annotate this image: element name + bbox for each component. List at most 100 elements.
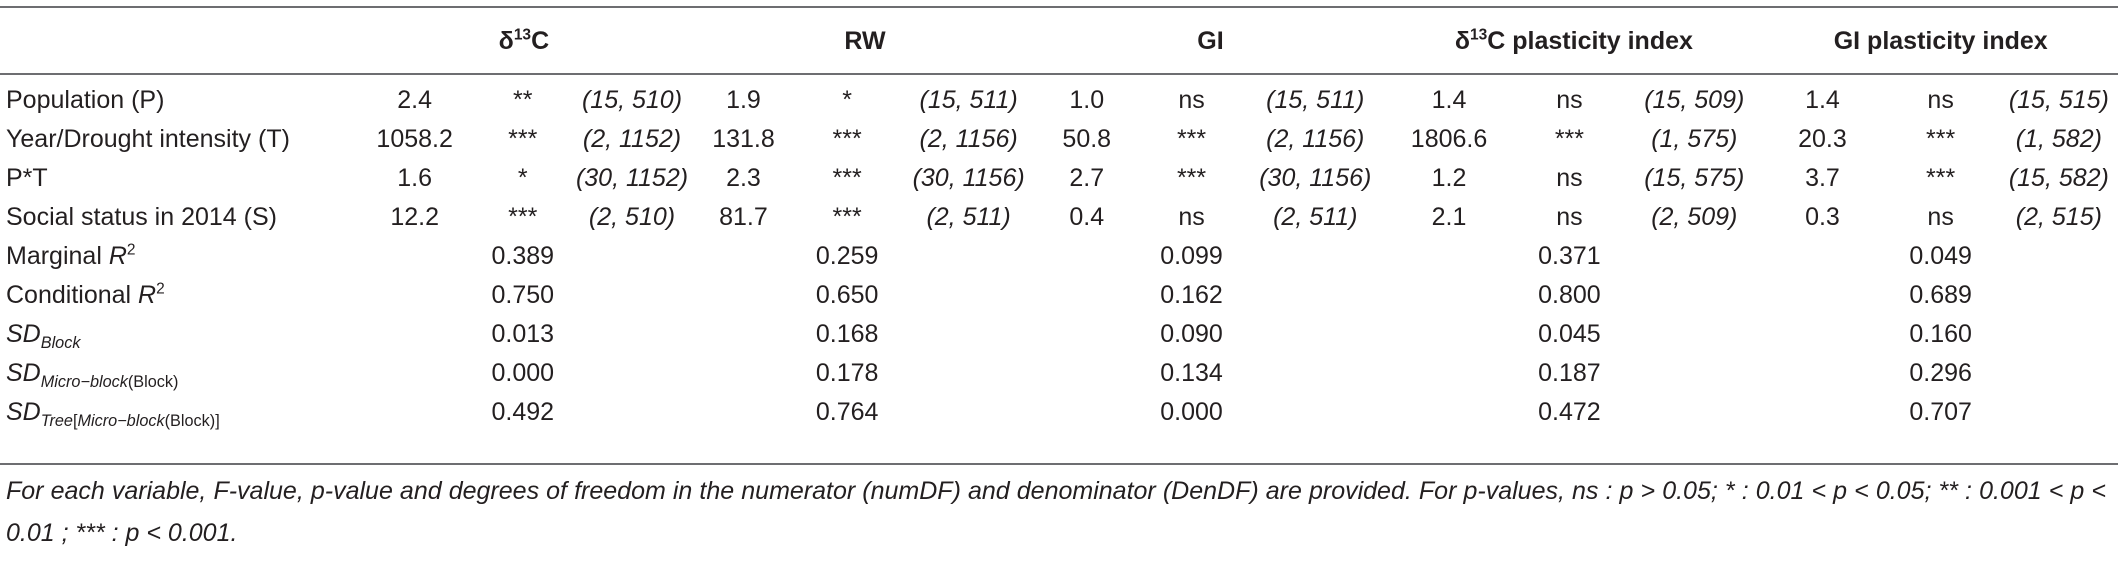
table-row: Population (P) 2.4 ** (15, 510) 1.9 * (1… bbox=[0, 73, 2118, 120]
header-rw: RW bbox=[844, 26, 886, 55]
p-value: *** bbox=[1176, 164, 1207, 192]
df-value: (15, 510) bbox=[581, 86, 683, 114]
row-label: P*T bbox=[6, 164, 48, 192]
header-gi: GI bbox=[1197, 26, 1224, 55]
df-value: (2, 1156) bbox=[1266, 125, 1365, 153]
f-value: 2.1 bbox=[1431, 203, 1467, 231]
p-value: ns bbox=[1178, 86, 1205, 114]
summary-value: 0.000 bbox=[491, 359, 555, 387]
f-value: 1.9 bbox=[726, 86, 761, 114]
row-label: SDBlock bbox=[6, 320, 81, 352]
summary-value: 0.000 bbox=[1160, 398, 1223, 426]
table-row: Year/Drought intensity (T) 1058.2 *** (2… bbox=[0, 120, 2118, 159]
f-value: 1.6 bbox=[397, 164, 433, 192]
summary-value: 0.764 bbox=[815, 398, 879, 426]
summary-value: 0.296 bbox=[1909, 359, 1972, 387]
df-value: (15, 515) bbox=[2008, 86, 2109, 114]
top-rule bbox=[0, 6, 2118, 8]
df-value: (2, 511) bbox=[926, 203, 1011, 231]
summary-value: 0.049 bbox=[1909, 242, 1972, 270]
row-label: Year/Drought intensity (T) bbox=[6, 125, 290, 153]
f-value: 1.4 bbox=[1805, 86, 1840, 114]
summary-value: 0.707 bbox=[1909, 398, 1972, 426]
summary-value: 0.178 bbox=[815, 359, 879, 387]
f-value: 2.4 bbox=[397, 86, 433, 114]
row-label: SDMicro−block(Block) bbox=[6, 359, 179, 391]
df-value: (15, 575) bbox=[1644, 164, 1745, 192]
df-value: (2, 511) bbox=[1273, 203, 1358, 231]
df-value: (2, 515) bbox=[2015, 203, 2102, 231]
summary-value: 0.013 bbox=[491, 320, 555, 348]
summary-value: 0.750 bbox=[491, 281, 555, 309]
f-value: 0.4 bbox=[1069, 203, 1105, 231]
f-value: 20.3 bbox=[1798, 125, 1847, 153]
results-table: δ13C RW GI δ13C plasticity index GI plas… bbox=[0, 9, 2118, 432]
df-value: (2, 510) bbox=[588, 203, 676, 231]
summary-value: 0.187 bbox=[1538, 359, 1601, 387]
f-value: 1.2 bbox=[1431, 164, 1467, 192]
f-value: 2.7 bbox=[1069, 164, 1105, 192]
p-value: *** bbox=[508, 203, 538, 231]
p-value: *** bbox=[832, 125, 862, 153]
p-value: ns bbox=[1927, 203, 1954, 231]
sd-tree-row: SDTree[Micro−block(Block)] 0.492 0.764 0… bbox=[0, 393, 2118, 432]
p-value: ns bbox=[1556, 86, 1583, 114]
header-empty bbox=[0, 9, 354, 73]
f-value: 12.2 bbox=[390, 203, 439, 231]
row-label: Population (P) bbox=[6, 86, 165, 114]
conditional-r2-row: Conditional R2 0.750 0.650 0.162 0.800 0… bbox=[0, 276, 2118, 315]
table-footnote: For each variable, F-value, p-value and … bbox=[6, 477, 2106, 547]
p-value: ns bbox=[1556, 203, 1583, 231]
row-label: Conditional R2 bbox=[6, 280, 165, 309]
row-label: Social status in 2014 (S) bbox=[6, 203, 277, 231]
df-value: (1, 582) bbox=[2015, 125, 2102, 153]
f-value: 131.8 bbox=[712, 125, 775, 153]
f-value: 1.0 bbox=[1069, 86, 1105, 114]
marginal-r2-row: Marginal R2 0.389 0.259 0.099 0.371 0.04… bbox=[0, 237, 2118, 276]
df-value: (15, 582) bbox=[2008, 164, 2109, 192]
df-value: (2, 1156) bbox=[919, 125, 1018, 153]
f-value: 81.7 bbox=[719, 203, 768, 231]
p-value: ns bbox=[1556, 164, 1583, 192]
df-value: (30, 1156) bbox=[912, 164, 1025, 192]
summary-value: 0.689 bbox=[1909, 281, 1972, 309]
table-row: P*T 1.6 * (30, 1152) 2.3 *** (30, 1156) … bbox=[0, 159, 2118, 198]
df-value: (2, 509) bbox=[1651, 203, 1738, 231]
f-value: 1806.6 bbox=[1410, 125, 1488, 153]
df-value: (30, 1152) bbox=[575, 164, 689, 192]
df-value: (15, 511) bbox=[919, 86, 1018, 114]
row-label: SDTree[Micro−block(Block)] bbox=[6, 398, 220, 430]
row-label: Marginal R2 bbox=[6, 241, 136, 270]
p-value: *** bbox=[1176, 125, 1207, 153]
df-value: (15, 509) bbox=[1644, 86, 1745, 114]
f-value: 1.4 bbox=[1431, 86, 1467, 114]
summary-value: 0.045 bbox=[1538, 320, 1601, 348]
p-value: *** bbox=[1926, 125, 1956, 153]
header-d13c-plasticity: δ13C plasticity index bbox=[1454, 26, 1693, 55]
f-value: 1058.2 bbox=[376, 125, 453, 153]
header-d13c: δ13C bbox=[498, 26, 550, 55]
f-value: 2.3 bbox=[726, 164, 761, 192]
p-value: * bbox=[842, 86, 852, 114]
sd-micro-block-row: SDMicro−block(Block) 0.000 0.178 0.134 0… bbox=[0, 354, 2118, 393]
sd-block-row: SDBlock 0.013 0.168 0.090 0.045 0.160 bbox=[0, 315, 2118, 354]
table-row: Social status in 2014 (S) 12.2 *** (2, 5… bbox=[0, 198, 2118, 237]
summary-value: 0.162 bbox=[1160, 281, 1223, 309]
f-value: 3.7 bbox=[1805, 164, 1840, 192]
summary-value: 0.800 bbox=[1538, 281, 1601, 309]
summary-value: 0.389 bbox=[491, 242, 555, 270]
summary-value: 0.090 bbox=[1160, 320, 1223, 348]
summary-value: 0.160 bbox=[1909, 320, 1972, 348]
header-row: δ13C RW GI δ13C plasticity index GI plas… bbox=[0, 9, 2118, 73]
summary-value: 0.168 bbox=[815, 320, 879, 348]
summary-value: 0.371 bbox=[1538, 242, 1601, 270]
df-value: (15, 511) bbox=[1266, 86, 1365, 114]
summary-value: 0.650 bbox=[815, 281, 879, 309]
header-rule bbox=[0, 73, 2118, 75]
f-value: 50.8 bbox=[1062, 125, 1112, 153]
p-value: *** bbox=[1926, 164, 1956, 192]
p-value: *** bbox=[508, 125, 538, 153]
summary-value: 0.099 bbox=[1160, 242, 1223, 270]
p-value: * bbox=[517, 164, 528, 192]
